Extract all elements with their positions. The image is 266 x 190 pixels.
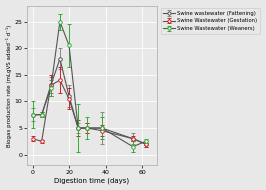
X-axis label: Digestion time (days): Digestion time (days) (54, 178, 129, 184)
Legend: Swine wastewater (Fattening), Swine Wastewater (Gestation), Swine Wastewater (We: Swine wastewater (Fattening), Swine Wast… (161, 8, 260, 34)
Y-axis label: Biogas production rate (mLgVS added⁻¹ d⁻¹): Biogas production rate (mLgVS added⁻¹ d⁻… (6, 24, 11, 146)
